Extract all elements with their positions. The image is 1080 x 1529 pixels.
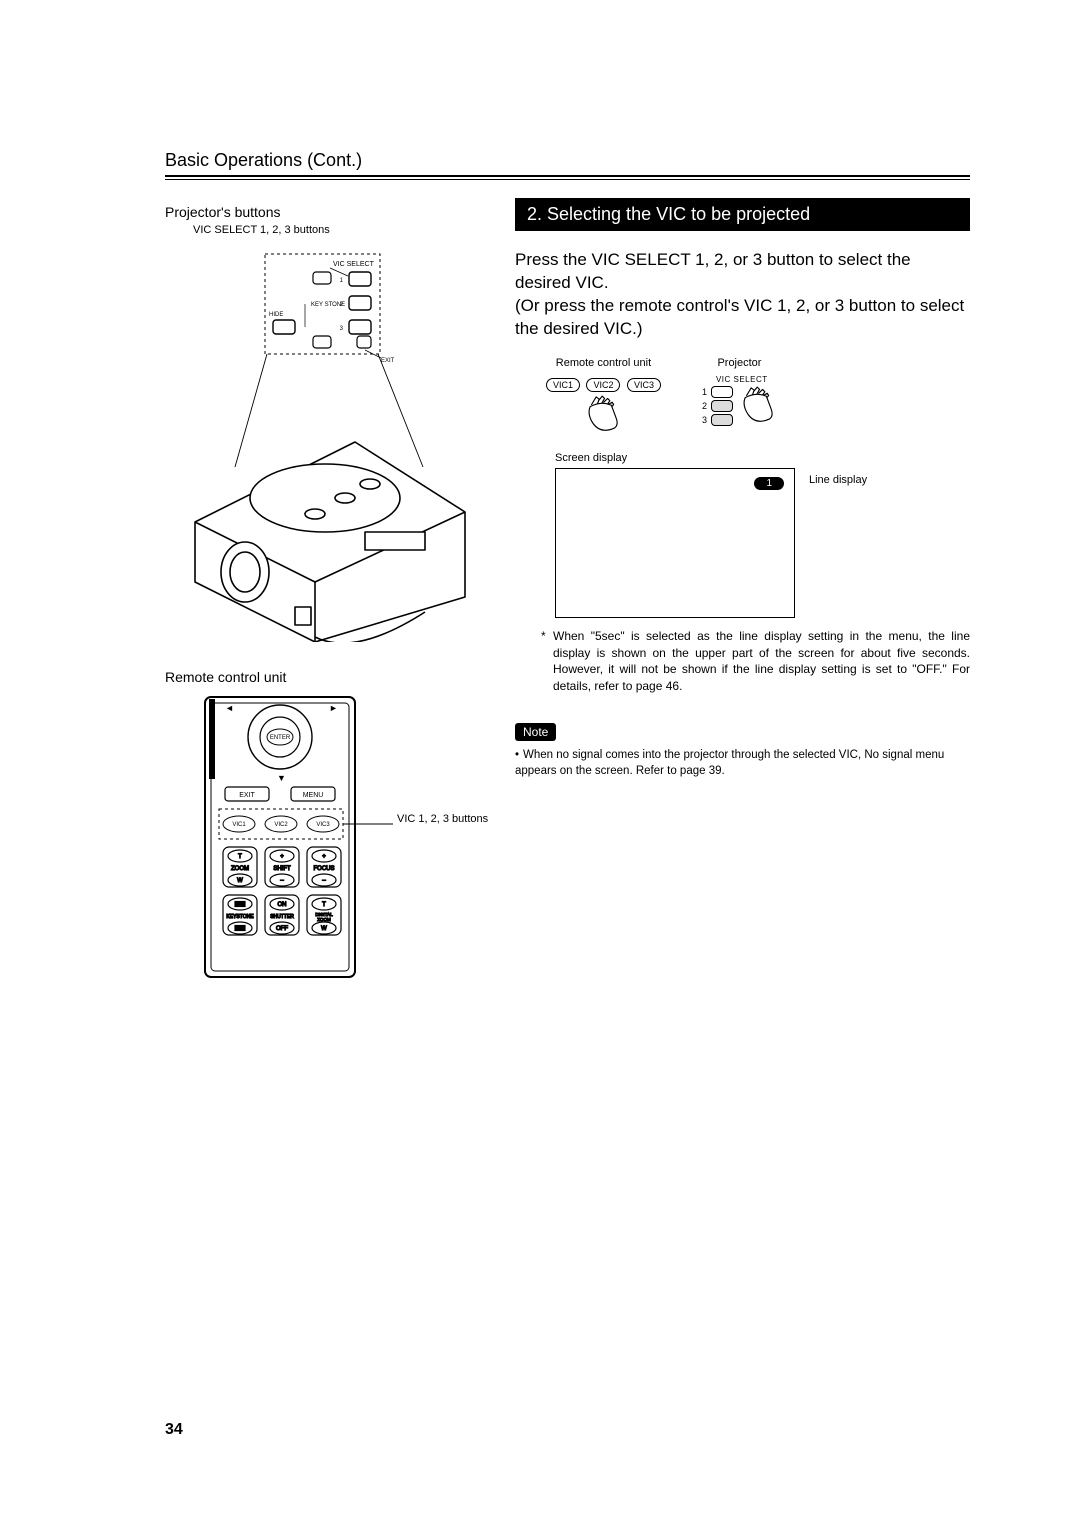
- page-number: 34: [165, 1421, 183, 1439]
- svg-text:EXIT: EXIT: [239, 792, 255, 799]
- projector-diagram: VIC SELECT 1 2 3 HIDE KEY ST: [165, 242, 485, 647]
- vic-select-caption: VIC SELECT 1, 2, 3 buttons: [193, 224, 485, 236]
- proj-num-3: 3: [702, 415, 707, 425]
- footnote: *When "5sec" is selected as the line dis…: [553, 628, 970, 695]
- proj-title: Projector: [702, 357, 777, 369]
- remote-projector-diagram: Remote control unit VIC1 VIC2 VIC3 P: [545, 357, 970, 440]
- proj-num-2: 2: [702, 401, 707, 411]
- line-display-chip: 1: [754, 477, 784, 490]
- footnote-text: When "5sec" is selected as the line disp…: [553, 629, 970, 693]
- svg-text:OFF: OFF: [276, 926, 288, 932]
- svg-text:FOCUS: FOCUS: [314, 866, 335, 872]
- svg-text:W: W: [321, 926, 327, 932]
- left-column: Projector's buttons VIC SELECT 1, 2, 3 b…: [165, 198, 485, 1016]
- instruction-text: Press the VIC SELECT 1, 2, or 3 button t…: [515, 249, 970, 341]
- svg-text:+: +: [280, 854, 284, 860]
- note-body: When no signal comes into the projector …: [515, 749, 944, 777]
- svg-text:▼: ▼: [277, 773, 286, 783]
- svg-text:KEYSTONE: KEYSTONE: [226, 914, 254, 920]
- section-rule: [165, 175, 970, 180]
- projector-buttons-label: Projector's buttons: [165, 204, 485, 220]
- svg-text:T: T: [238, 854, 242, 860]
- line-display-label: Line display: [809, 474, 867, 486]
- vic-select-head: VIC SELECT: [716, 375, 777, 384]
- svg-text:T: T: [322, 902, 326, 908]
- note-label: Note: [515, 723, 556, 741]
- svg-text:MENU: MENU: [303, 792, 324, 799]
- remote-unit-label: Remote control unit: [165, 669, 485, 685]
- hand-icon: [584, 393, 622, 435]
- section-title: Basic Operations (Cont.): [165, 150, 970, 175]
- svg-text:KEY STONE: KEY STONE: [311, 302, 345, 308]
- right-column: 2. Selecting the VIC to be projected Pre…: [515, 198, 970, 1016]
- svg-text:HIDE: HIDE: [269, 312, 283, 318]
- screen-display-caption: Screen display: [555, 452, 970, 464]
- svg-text:1: 1: [340, 278, 344, 284]
- svg-text:►: ►: [329, 703, 338, 713]
- svg-text:VIC3: VIC3: [316, 822, 330, 828]
- svg-text:ENTER: ENTER: [270, 735, 291, 741]
- svg-text:ZOOM: ZOOM: [231, 866, 249, 872]
- svg-text:EXIT: EXIT: [381, 358, 395, 364]
- svg-text:◄: ◄: [225, 703, 234, 713]
- remote-vic-caption: VIC 1, 2, 3 buttons: [397, 813, 488, 825]
- svg-text:+: +: [322, 854, 326, 860]
- svg-text:SHIFT: SHIFT: [273, 866, 291, 872]
- panel-vic-select-label: VIC SELECT: [333, 261, 375, 268]
- svg-text:3: 3: [340, 326, 344, 332]
- screen-display-diagram: Screen display 1 Line display: [515, 452, 970, 618]
- two-column-layout: Projector's buttons VIC SELECT 1, 2, 3 b…: [165, 198, 970, 1016]
- svg-text:VIC2: VIC2: [274, 822, 288, 828]
- manual-page: Basic Operations (Cont.) Projector's but…: [0, 0, 1080, 1529]
- vic3-pill: VIC3: [627, 378, 661, 392]
- remote-diagram: ENTER ◄ ► ▼ EXIT MENU VIC1 VIC2 VIC3: [165, 689, 485, 994]
- proj-num-1: 1: [702, 387, 707, 397]
- svg-text:VIC1: VIC1: [232, 822, 246, 828]
- svg-text:ZOOM: ZOOM: [317, 917, 331, 922]
- projector-body: [195, 442, 465, 642]
- svg-text:ON: ON: [278, 902, 287, 908]
- step-heading: 2. Selecting the VIC to be projected: [515, 198, 970, 231]
- vic2-pill: VIC2: [586, 378, 620, 392]
- svg-text:SHUTTER: SHUTTER: [270, 914, 294, 920]
- vic1-pill: VIC1: [546, 378, 580, 392]
- rc-title: Remote control unit: [545, 357, 662, 369]
- svg-text:W: W: [237, 878, 243, 884]
- note-text: •When no signal comes into the projector…: [515, 747, 970, 779]
- hand-icon: [739, 384, 777, 426]
